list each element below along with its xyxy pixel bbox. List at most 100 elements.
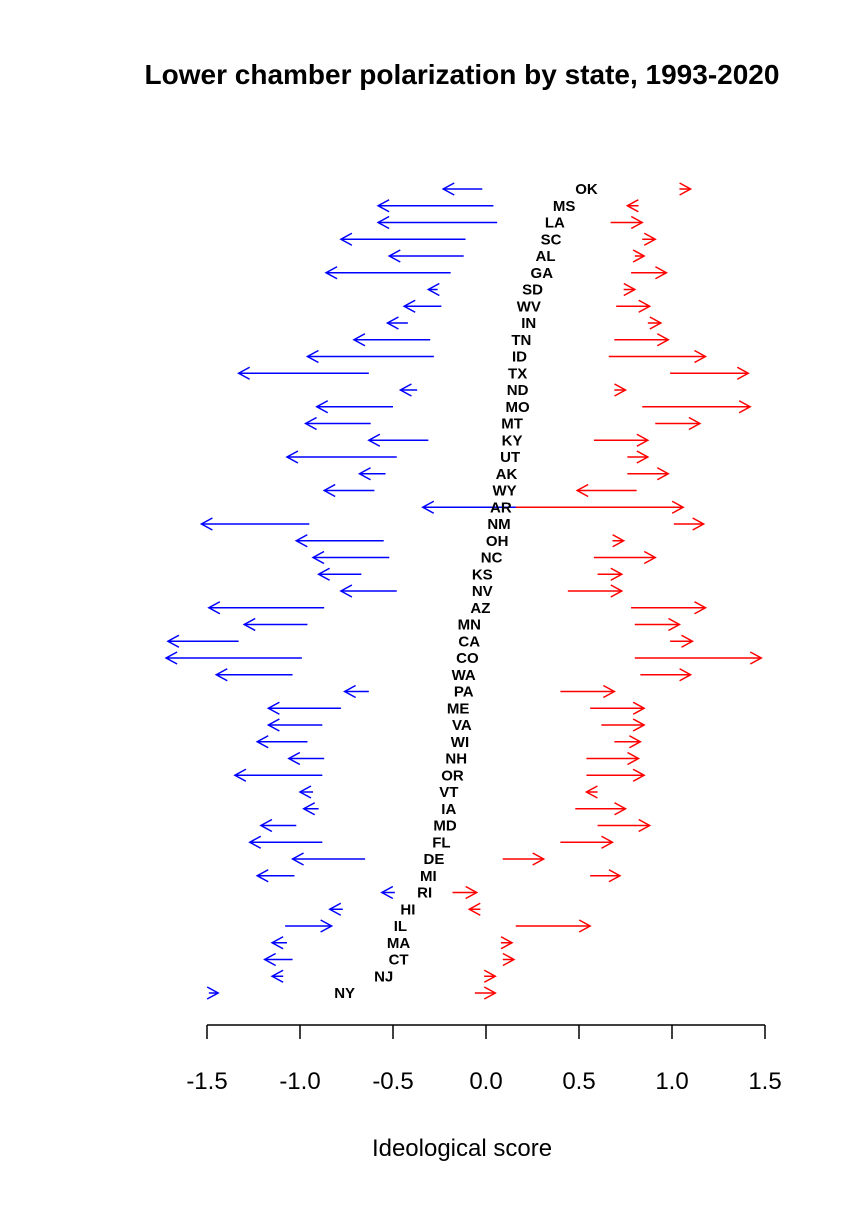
- arrow-head: [367, 433, 381, 447]
- state-label: ND: [507, 382, 529, 399]
- arrow-head: [738, 400, 752, 414]
- state-label: NC: [481, 550, 503, 567]
- arrow-head: [627, 751, 641, 766]
- arrow-head: [584, 785, 598, 799]
- arrow-head: [610, 567, 624, 581]
- arrow-head: [324, 266, 338, 280]
- arrow-head: [532, 852, 546, 866]
- arrow-head: [502, 952, 516, 967]
- state-label: LA: [545, 215, 565, 232]
- x-tick-label: -0.5: [372, 1068, 413, 1095]
- arrow-head: [298, 785, 312, 799]
- arrow-head: [623, 282, 637, 297]
- arrow-head: [387, 249, 401, 263]
- arrow-head: [339, 584, 353, 598]
- arrow-head: [207, 601, 221, 615]
- arrow-head: [320, 919, 334, 933]
- arrow-head: [402, 299, 416, 313]
- arrow-head: [285, 450, 299, 464]
- arrow-head: [322, 483, 336, 498]
- state-label: ME: [447, 700, 470, 717]
- state-label: CO: [456, 650, 479, 667]
- state-label: OH: [486, 533, 509, 550]
- arrow-head: [656, 333, 670, 347]
- state-label: OK: [575, 181, 598, 198]
- x-tick-label: 1.0: [655, 1068, 688, 1095]
- arrow-head: [632, 768, 646, 782]
- arrow-head: [610, 584, 624, 598]
- arrow-head: [694, 349, 708, 364]
- arrow-head: [649, 316, 663, 330]
- arrow-head: [259, 818, 273, 833]
- state-label: IL: [394, 918, 407, 935]
- state-label: AR: [490, 499, 512, 516]
- state-label: MN: [458, 617, 481, 634]
- state-label: IN: [521, 315, 536, 332]
- arrow-head: [164, 651, 178, 665]
- arrow-head: [500, 936, 514, 950]
- arrow-head: [352, 333, 366, 347]
- arrow-head: [290, 852, 304, 866]
- arrow-head: [441, 182, 455, 196]
- arrow-head: [679, 182, 693, 196]
- arrow-head: [636, 450, 650, 464]
- arrow-head: [304, 416, 317, 431]
- arrow-head: [465, 885, 479, 900]
- x-axis-label: Ideological score: [372, 1135, 552, 1162]
- state-label: SC: [541, 231, 562, 248]
- arrow-head: [630, 215, 644, 230]
- state-label: NV: [472, 583, 493, 600]
- arrow-head: [643, 550, 657, 565]
- state-label: NM: [487, 516, 510, 533]
- state-label: OR: [441, 767, 464, 784]
- state-label: IA: [441, 801, 456, 818]
- state-label: NY: [334, 985, 355, 1002]
- arrow-head: [694, 601, 708, 615]
- arrow-head: [638, 818, 652, 833]
- arrow-head: [166, 634, 180, 648]
- state-label: WV: [517, 298, 541, 315]
- state-label: CT: [389, 952, 409, 969]
- state-label: MD: [433, 818, 456, 835]
- state-label: VA: [452, 717, 472, 734]
- arrow-head: [614, 802, 628, 816]
- state-label: DE: [423, 851, 444, 868]
- arrow-head: [199, 517, 213, 531]
- arrow-head: [270, 936, 284, 950]
- arrow-head: [237, 366, 250, 380]
- arrow-head: [692, 517, 706, 531]
- arrow-head: [317, 567, 330, 581]
- arrow-head: [608, 869, 622, 883]
- arrow-head: [629, 735, 642, 749]
- arrow-head: [294, 534, 308, 548]
- state-label: NH: [445, 751, 467, 768]
- arrow-head: [614, 383, 628, 397]
- arrow-head: [328, 902, 342, 916]
- arrow-head: [636, 433, 650, 447]
- state-label: WA: [452, 667, 476, 684]
- state-label: MI: [420, 868, 437, 885]
- state-label: TN: [511, 332, 531, 349]
- arrow-head: [681, 634, 695, 648]
- state-label: GA: [531, 265, 554, 282]
- arrow-head: [266, 701, 280, 715]
- chart-title: Lower chamber polarization by state, 199…: [145, 59, 780, 90]
- state-label: ID: [512, 349, 527, 366]
- arrow-head: [656, 467, 670, 481]
- x-tick-label: -1.0: [279, 1068, 320, 1095]
- arrow-head: [270, 969, 284, 983]
- arrow-head: [266, 718, 280, 732]
- state-label: PA: [454, 684, 474, 701]
- arrow-head: [287, 751, 301, 766]
- arrow-head: [302, 802, 316, 816]
- arrow-head: [688, 416, 702, 431]
- state-label: AZ: [470, 600, 490, 617]
- state-label: NJ: [374, 968, 393, 985]
- arrow-head: [248, 835, 262, 849]
- arrow-head: [385, 316, 399, 330]
- arrow-head: [305, 349, 319, 364]
- arrow-head: [255, 869, 269, 883]
- arrow-head: [668, 617, 682, 632]
- arrow-head: [632, 718, 646, 732]
